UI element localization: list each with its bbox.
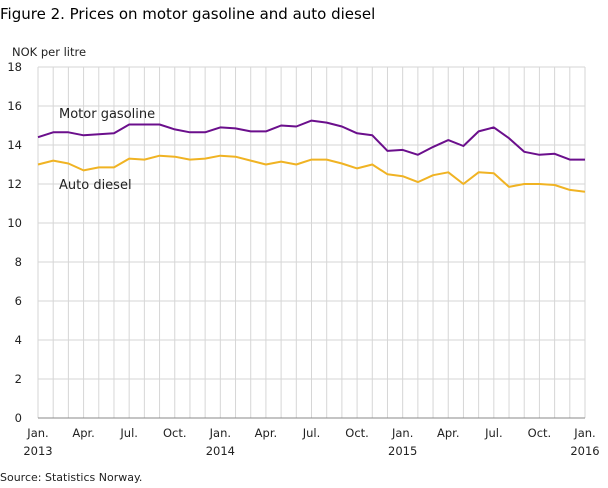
x-tick-label: Jan. (26, 426, 48, 440)
y-tick-label: 0 (15, 411, 22, 425)
chart-title: Figure 2. Prices on motor gasoline and a… (0, 5, 376, 23)
x-year-label: 2015 (388, 444, 417, 458)
x-tick-label: Jul. (484, 426, 503, 440)
y-tick-label: 4 (15, 333, 22, 347)
series-line-auto-diesel (37, 154, 586, 193)
x-tick-label: Oct. (345, 426, 369, 440)
x-tick-label: Jan. (391, 426, 413, 440)
x-tick-label: Oct. (528, 426, 552, 440)
series-line-motor-gasoline (37, 119, 585, 161)
x-tick-label: Jan. (573, 426, 595, 440)
x-year-label: 2013 (23, 444, 52, 458)
y-tick-label: 6 (15, 294, 22, 308)
x-tick-label: Apr. (437, 426, 460, 440)
x-tick-label: Jul. (302, 426, 321, 440)
x-tick-label: Apr. (255, 426, 278, 440)
y-tick-label: 14 (7, 138, 22, 152)
y-tick-label: 12 (7, 177, 22, 191)
x-year-label: 2016 (570, 444, 599, 458)
y-tick-label: 10 (7, 216, 22, 230)
y-tick-label: 2 (15, 372, 22, 386)
x-tick-label: Oct. (163, 426, 187, 440)
y-axis-label: NOK per litre (12, 45, 86, 59)
x-tick-label: Jul. (119, 426, 138, 440)
x-tick-label: Apr. (72, 426, 95, 440)
x-year-label: 2014 (206, 444, 235, 458)
y-tick-label: 18 (7, 60, 22, 74)
source-note: Source: Statistics Norway. (0, 471, 143, 484)
y-tick-label: 16 (7, 99, 22, 113)
series-label-auto-diesel: Auto diesel (59, 178, 132, 193)
x-tick-label: Jan. (209, 426, 231, 440)
y-tick-label: 8 (15, 255, 22, 269)
series-label-motor-gasoline: Motor gasoline (59, 107, 155, 122)
